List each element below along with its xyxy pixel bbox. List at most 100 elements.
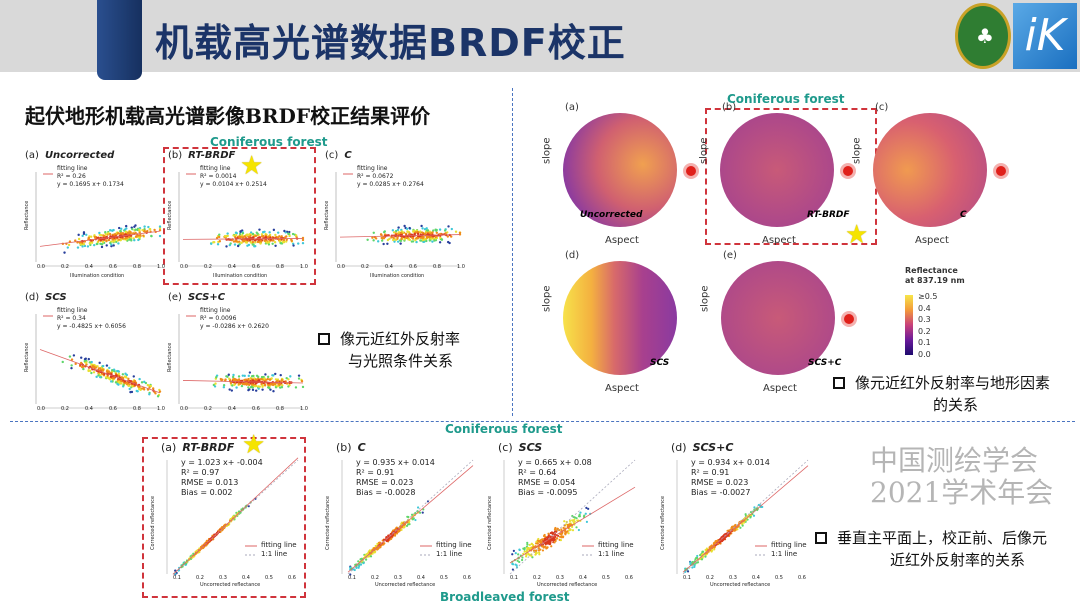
highlight-box bbox=[142, 437, 306, 598]
data-point bbox=[380, 233, 383, 237]
data-point bbox=[108, 232, 112, 236]
plot-text: Aspect bbox=[915, 235, 949, 246]
highlight-box bbox=[163, 147, 316, 285]
data-point bbox=[81, 234, 84, 238]
data-point bbox=[250, 375, 254, 378]
plot-text: 0.1 bbox=[173, 575, 181, 581]
data-point bbox=[72, 354, 76, 357]
data-point bbox=[416, 506, 420, 509]
correction-scatter-plot: (c) SCS y = 0.665 x+ 0.08 R² = 0.64 RMSE = 0… bbox=[482, 440, 642, 590]
data-point bbox=[95, 375, 98, 379]
data-point bbox=[82, 365, 85, 368]
data-point bbox=[267, 235, 271, 238]
data-point bbox=[694, 558, 697, 561]
data-point bbox=[386, 242, 389, 245]
data-point bbox=[399, 231, 403, 235]
data-point bbox=[396, 240, 400, 243]
data-point bbox=[403, 224, 406, 228]
data-point bbox=[546, 542, 549, 545]
plot-text: 0.2 bbox=[371, 575, 379, 581]
data-point bbox=[359, 563, 363, 566]
data-point bbox=[158, 228, 162, 232]
data-point bbox=[225, 245, 228, 248]
illumination-scatter-plot: (d) SCS fitting line R² = 0.34 y = -0.4825 x… bbox=[24, 292, 175, 422]
plot-text: (e) bbox=[723, 250, 737, 261]
plot-text: 0.5 bbox=[440, 575, 448, 581]
note-line: 与光照条件关系 bbox=[348, 352, 454, 370]
data-point bbox=[83, 359, 86, 363]
data-point bbox=[263, 383, 267, 386]
data-point bbox=[147, 225, 150, 229]
data-point bbox=[131, 384, 134, 388]
data-point bbox=[99, 375, 102, 379]
data-point bbox=[431, 231, 434, 234]
plot-text: SCS+C bbox=[808, 358, 842, 368]
data-point bbox=[218, 240, 222, 243]
data-point bbox=[251, 243, 254, 246]
data-point bbox=[247, 374, 251, 378]
data-point bbox=[120, 376, 124, 379]
data-point bbox=[249, 231, 253, 234]
data-point bbox=[240, 241, 243, 244]
data-point bbox=[425, 235, 429, 238]
data-point bbox=[529, 546, 532, 550]
data-point bbox=[212, 241, 215, 244]
star-icon: ★ bbox=[240, 151, 264, 181]
one-to-one-line bbox=[347, 459, 474, 575]
data-point bbox=[392, 231, 396, 234]
data-point bbox=[538, 553, 541, 556]
data-point bbox=[226, 234, 229, 238]
data-point bbox=[111, 229, 114, 232]
data-point bbox=[287, 378, 290, 381]
data-point bbox=[264, 373, 267, 376]
plot-method: RT-BRDF bbox=[182, 441, 235, 454]
data-point bbox=[421, 227, 424, 230]
data-point bbox=[232, 234, 235, 237]
data-point bbox=[438, 228, 442, 231]
data-point bbox=[111, 238, 114, 241]
data-point bbox=[251, 379, 255, 382]
fitting-line bbox=[182, 238, 304, 240]
data-point bbox=[458, 233, 462, 236]
data-point bbox=[235, 232, 238, 235]
data-point bbox=[254, 241, 257, 244]
data-point bbox=[70, 364, 73, 367]
data-point bbox=[109, 241, 112, 245]
plot-text: 1.0 bbox=[157, 264, 165, 270]
data-point bbox=[232, 379, 236, 382]
illumination-scatter-plot: (a) Uncorrected fitting line R² = 0.26 y = 0… bbox=[24, 150, 175, 280]
data-point bbox=[114, 381, 118, 384]
data-point bbox=[526, 543, 529, 546]
data-point bbox=[102, 364, 105, 368]
data-point bbox=[116, 232, 120, 235]
data-point bbox=[258, 236, 262, 239]
data-point bbox=[587, 507, 590, 510]
data-point bbox=[127, 377, 130, 381]
data-point bbox=[396, 235, 399, 239]
data-point bbox=[428, 236, 431, 239]
data-point bbox=[294, 386, 298, 389]
plot-text: 1.0 bbox=[300, 406, 308, 412]
data-point bbox=[123, 381, 127, 385]
data-point bbox=[98, 231, 101, 235]
section-subtitle: 起伏地形机载高光谱影像BRDF校正结果评价 bbox=[25, 104, 431, 128]
data-point bbox=[704, 555, 707, 558]
data-point bbox=[85, 233, 88, 237]
note-line: 近红外反射率的关系 bbox=[890, 551, 1026, 569]
data-point bbox=[400, 237, 403, 240]
plot-text: 0.6 bbox=[252, 264, 260, 270]
data-point bbox=[521, 556, 524, 559]
data-point bbox=[539, 548, 542, 551]
data-point bbox=[372, 239, 375, 242]
data-point bbox=[238, 240, 241, 243]
data-point bbox=[82, 231, 86, 234]
data-point bbox=[257, 387, 260, 390]
data-point bbox=[134, 231, 137, 235]
data-point bbox=[70, 366, 73, 370]
data-point bbox=[382, 242, 385, 246]
data-point bbox=[394, 229, 398, 233]
data-point bbox=[240, 384, 244, 388]
data-point bbox=[297, 377, 301, 380]
plot-text: R² = 0.0096 bbox=[200, 315, 237, 322]
